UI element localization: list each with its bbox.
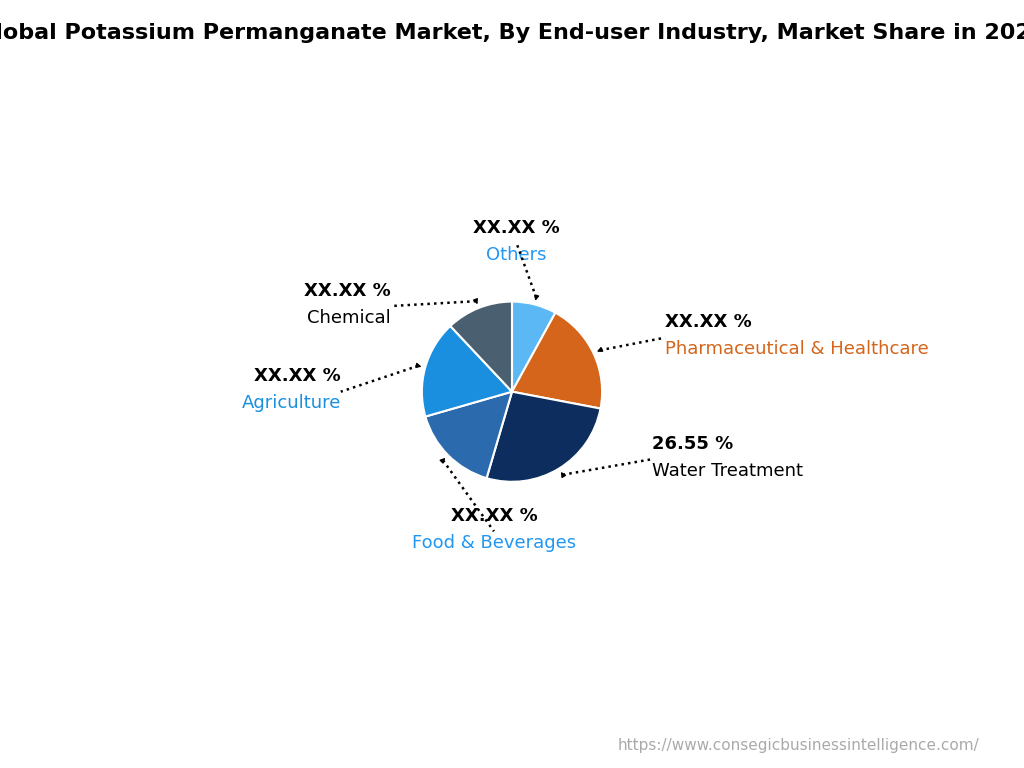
Text: XX.XX %: XX.XX %	[473, 219, 560, 237]
Text: XX.XX %: XX.XX %	[303, 282, 390, 300]
Text: Food & Beverages: Food & Beverages	[412, 534, 577, 552]
Text: Water Treatment: Water Treatment	[651, 462, 803, 480]
Text: Others: Others	[486, 246, 547, 263]
Wedge shape	[422, 326, 512, 416]
Wedge shape	[512, 302, 555, 392]
Wedge shape	[512, 313, 602, 409]
Wedge shape	[451, 302, 512, 392]
Text: XX.XX %: XX.XX %	[451, 507, 538, 525]
Text: Chemical: Chemical	[306, 309, 390, 326]
Wedge shape	[486, 392, 600, 482]
Text: https://www.consegicbusinessintelligence.com/: https://www.consegicbusinessintelligence…	[617, 737, 980, 753]
Text: Global Potassium Permanganate Market, By End-user Industry, Market Share in 2024: Global Potassium Permanganate Market, By…	[0, 23, 1024, 43]
Text: 26.55 %: 26.55 %	[651, 435, 733, 453]
Text: Agriculture: Agriculture	[242, 395, 341, 412]
Text: Pharmaceutical & Healthcare: Pharmaceutical & Healthcare	[666, 340, 929, 359]
Text: XX.XX %: XX.XX %	[254, 367, 341, 386]
Wedge shape	[425, 392, 512, 478]
Text: XX.XX %: XX.XX %	[666, 313, 752, 331]
